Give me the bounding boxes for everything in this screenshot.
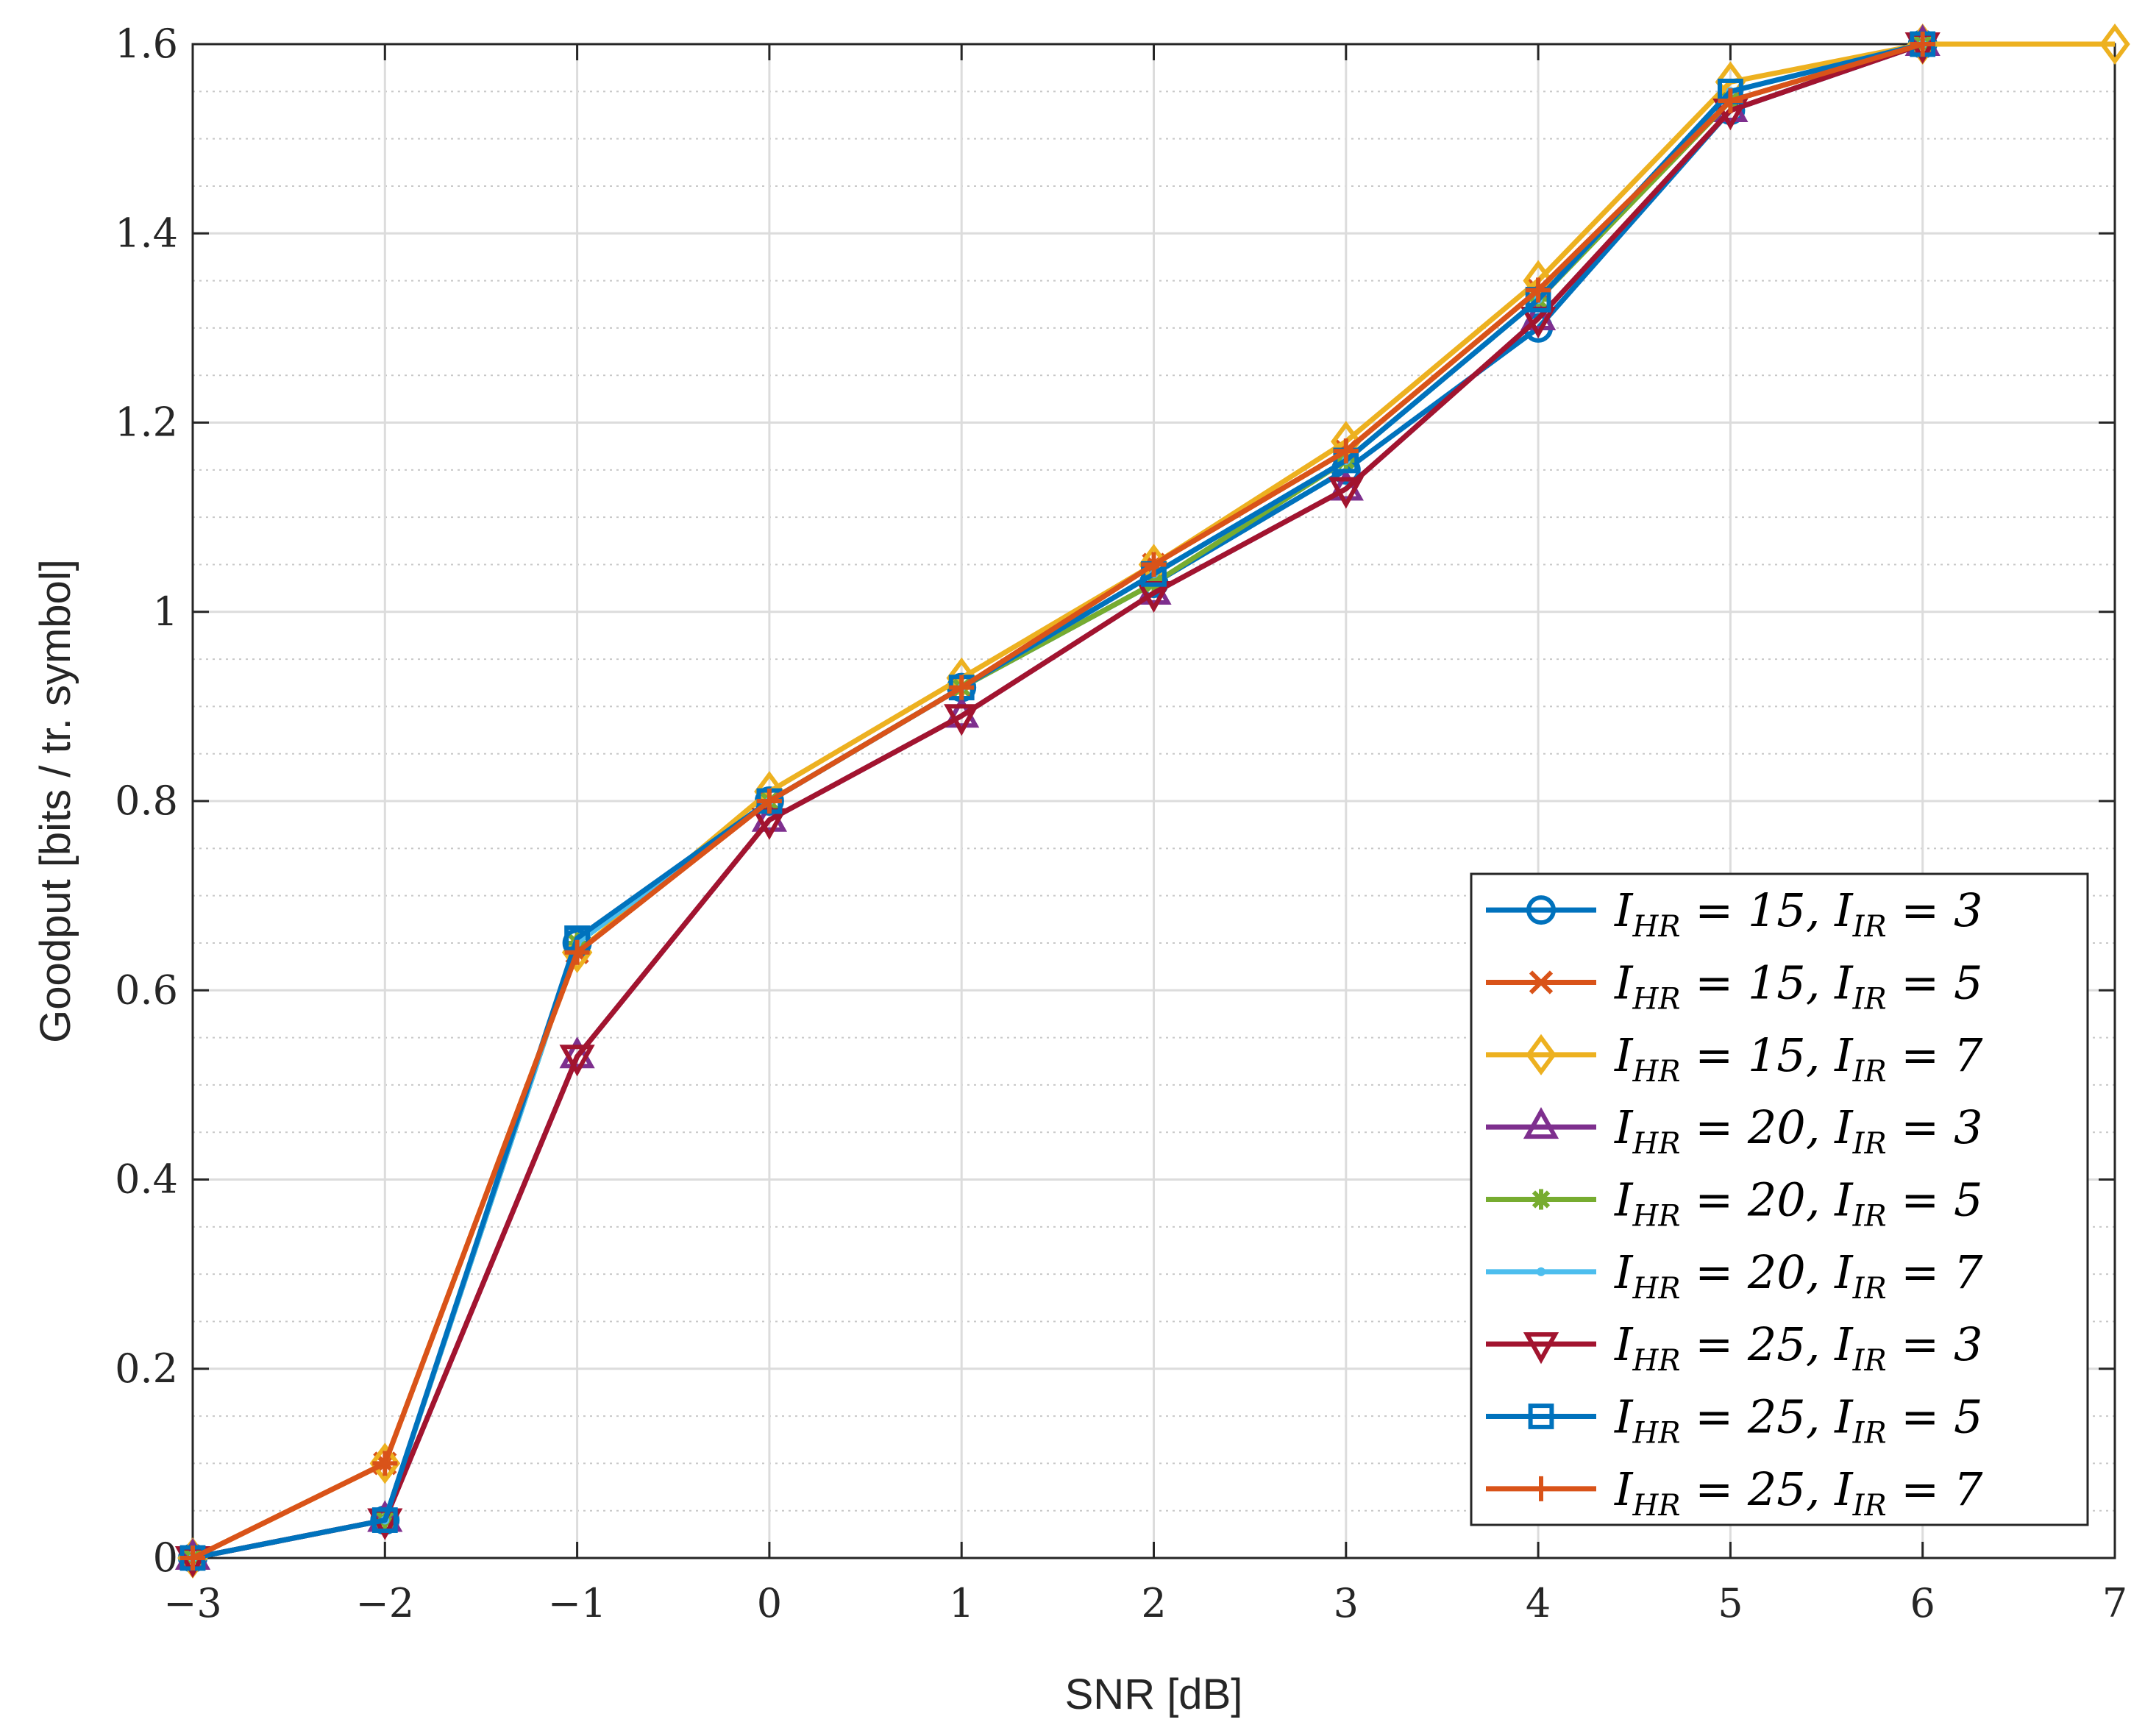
circle-marker — [1526, 895, 1556, 925]
legend-item: IHR = 20, IIR = 5 — [1486, 1173, 1982, 1234]
plus-marker — [1333, 438, 1359, 464]
legend-label: IHR = 15, IIR = 7 — [1614, 1028, 1983, 1089]
x-tick-label: 6 — [1910, 1580, 1935, 1626]
diamond-marker — [2099, 23, 2130, 65]
series-9 — [180, 32, 1935, 1570]
legend: IHR = 15, IIR = 3 IHR = 15, IIR = 5 IHR = … — [1470, 872, 2089, 1526]
x-tick-label: −1 — [548, 1580, 607, 1626]
triangle-up-marker — [1523, 1107, 1559, 1139]
triangle-up-marker — [1520, 298, 1557, 331]
x-tick-label: 3 — [1334, 1580, 1359, 1626]
legend-item: IHR = 15, IIR = 5 — [1486, 956, 1982, 1017]
plus-marker — [1141, 552, 1167, 577]
legend-item: IHR = 20, IIR = 3 — [1486, 1100, 1982, 1161]
plus-marker — [1718, 88, 1743, 114]
x-tick-label: 5 — [1718, 1580, 1743, 1626]
plus-marker — [949, 675, 975, 700]
y-tick-label: 1.2 — [115, 399, 178, 446]
diamond-marker — [369, 1442, 401, 1484]
x-tick-label: −3 — [163, 1580, 222, 1626]
legend-label: IHR = 25, IIR = 7 — [1614, 1462, 1983, 1523]
plus-marker — [1526, 277, 1551, 303]
plus-marker — [564, 939, 590, 965]
plus-marker — [756, 789, 782, 814]
triangle-down-marker — [944, 704, 980, 736]
x-marker — [1529, 970, 1554, 995]
x-tick-label: 7 — [2102, 1580, 2127, 1626]
triangle-down-marker — [559, 1045, 595, 1077]
y-tick-label: 0.2 — [115, 1345, 178, 1392]
plus-marker — [1529, 1476, 1554, 1501]
series-line — [191, 41, 1924, 1561]
plot-series — [174, 23, 2130, 1579]
legend-label: IHR = 15, IIR = 5 — [1614, 956, 1982, 1017]
series-line — [192, 41, 1924, 1561]
legend-item: IHR = 25, IIR = 3 — [1486, 1317, 1982, 1378]
y-tick-label: 0.4 — [115, 1156, 178, 1203]
axes: −3 −2 −1 0 1 2 3 4 5 6 7 0 0.2 0.4 0.6 0.8 1 1.2 1.4 1.6 — [115, 21, 2127, 1626]
square-marker — [1528, 1404, 1554, 1429]
legend-label: IHR = 20, IIR = 7 — [1614, 1245, 1983, 1306]
legend-label: IHR = 15, IIR = 3 — [1614, 883, 1982, 944]
legend-item: IHR = 25, IIR = 5 — [1486, 1390, 1982, 1451]
plus-marker — [180, 1545, 205, 1570]
plus-marker — [1910, 32, 1935, 57]
x-tick-label: −2 — [355, 1580, 414, 1626]
legend-item: IHR = 15, IIR = 3 — [1486, 883, 1982, 944]
legend-label: IHR = 20, IIR = 5 — [1614, 1173, 1982, 1234]
x-tick-label: 2 — [1141, 1580, 1166, 1626]
square-marker — [371, 1507, 398, 1533]
legend-item: IHR = 25, IIR = 7 — [1486, 1462, 1983, 1523]
y-axis-label: Goodput [bits / tr. symbol] — [32, 559, 79, 1043]
legend-label: IHR = 25, IIR = 3 — [1614, 1317, 1982, 1378]
legend-item: IHR = 20, IIR = 7 — [1486, 1245, 1983, 1306]
asterisk-marker — [1531, 1189, 1551, 1210]
legend-label: IHR = 20, IIR = 3 — [1614, 1100, 1982, 1161]
legend-item: IHR = 15, IIR = 7 — [1486, 1028, 1983, 1089]
x-tick-label: 0 — [757, 1580, 782, 1626]
x-tick-label: 4 — [1526, 1580, 1551, 1626]
y-tick-label: 0.8 — [115, 778, 178, 824]
triangle-down-marker — [1523, 1332, 1559, 1365]
point-marker — [1537, 1267, 1545, 1276]
x-tick-label: 1 — [949, 1580, 974, 1626]
x-axis-label: SNR [dB] — [1065, 1671, 1243, 1718]
plus-marker — [372, 1451, 398, 1476]
y-tick-label: 0.6 — [115, 967, 178, 1013]
y-tick-label: 0 — [153, 1534, 178, 1581]
legend-label: IHR = 25, IIR = 5 — [1614, 1390, 1982, 1451]
diamond-marker — [1526, 1034, 1557, 1075]
y-tick-label: 1.6 — [115, 21, 178, 67]
triangle-down-marker — [1328, 477, 1364, 509]
triangle-up-marker — [559, 1036, 595, 1069]
y-tick-label: 1.4 — [115, 210, 178, 256]
y-tick-label: 1 — [153, 588, 178, 635]
